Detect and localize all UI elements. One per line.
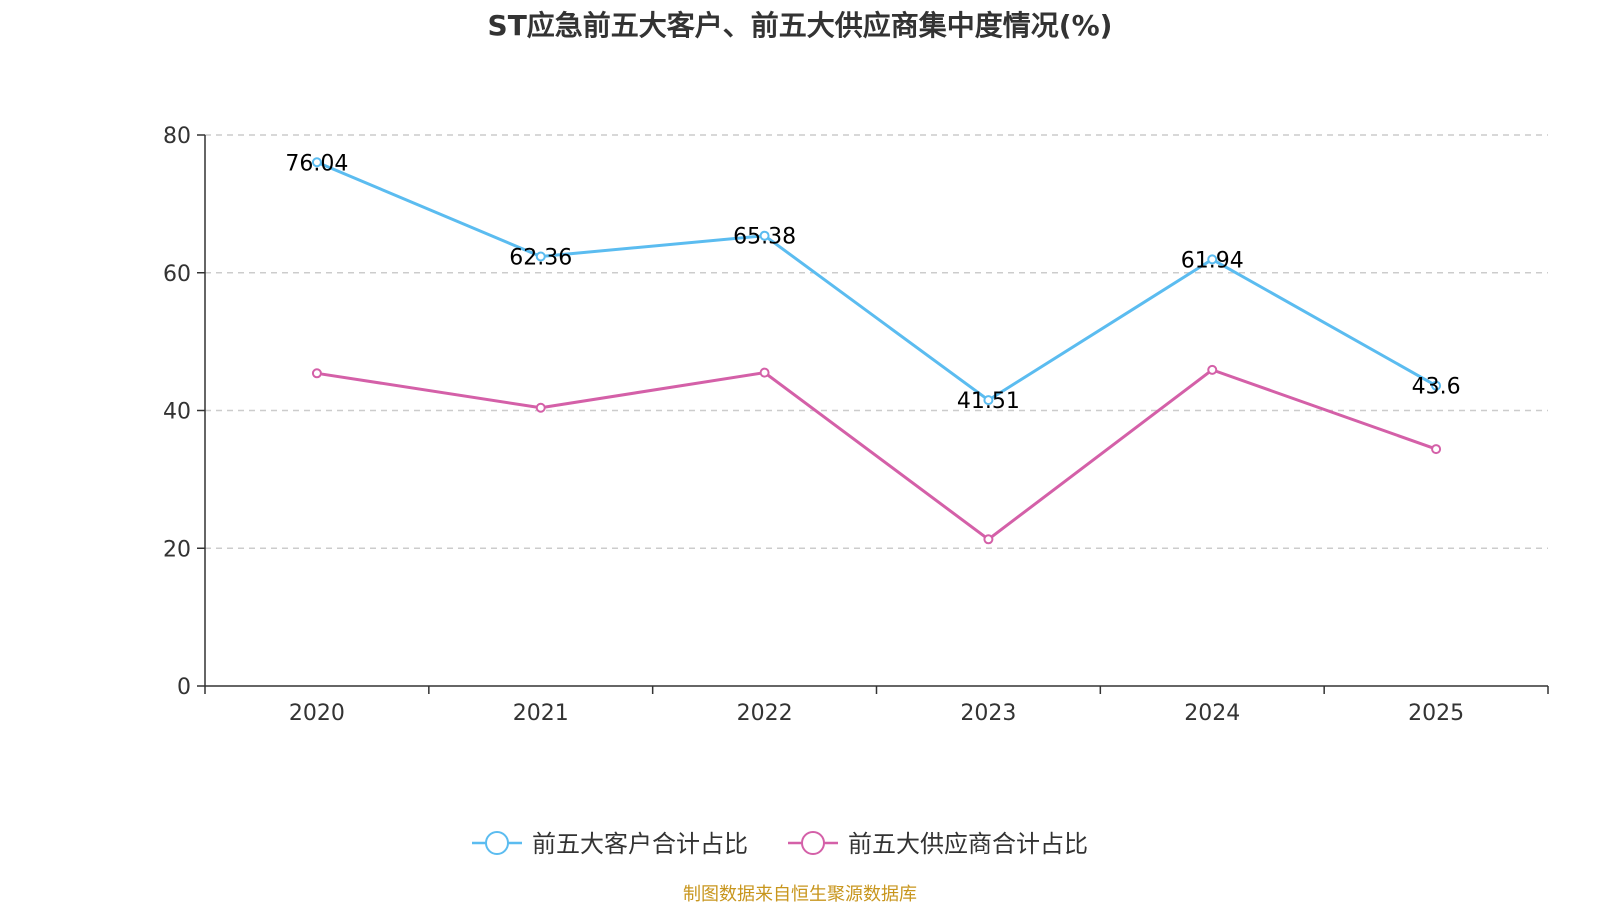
data-label: 76.04 — [285, 151, 348, 176]
y-tick-label: 0 — [177, 675, 191, 700]
data-point — [759, 230, 770, 241]
data-point — [535, 402, 546, 413]
data-point — [983, 534, 994, 545]
data-point — [1207, 254, 1218, 265]
y-tick-label: 20 — [163, 537, 191, 562]
series-points — [311, 157, 1442, 545]
data-label: 43.6 — [1412, 375, 1461, 400]
data-label: 41.51 — [957, 389, 1020, 414]
series-lines — [316, 160, 1437, 541]
series-line — [316, 368, 1437, 541]
y-tick-label: 40 — [163, 400, 191, 425]
data-label: 62.36 — [509, 245, 572, 270]
x-ticks: 2020 2021 2022 2023 2024 2025 — [204, 686, 1549, 726]
data-labels: 76.04 62.36 65.38 41.51 61.94 43.6 — [285, 151, 1460, 414]
legend-item: 前五大客户合计占比 — [472, 830, 748, 858]
data-point — [311, 157, 322, 168]
legend: 前五大客户合计占比 前五大供应商合计占比 — [472, 830, 1088, 858]
y-tick-label: 60 — [163, 262, 191, 287]
x-tick-label: 2021 — [513, 701, 569, 726]
x-tick-label: 2023 — [960, 701, 1016, 726]
data-point — [983, 395, 994, 406]
data-point — [1207, 364, 1218, 375]
data-label: 65.38 — [733, 225, 796, 250]
x-tick-label: 2022 — [737, 701, 793, 726]
grid-lines — [205, 134, 1548, 549]
data-point — [311, 368, 322, 379]
x-tick-label: 2025 — [1408, 701, 1464, 726]
x-tick-label: 2020 — [289, 701, 345, 726]
legend-marker-icon — [801, 831, 825, 855]
data-point — [1431, 444, 1442, 455]
x-tick-label: 2024 — [1184, 701, 1240, 726]
legend-label: 前五大供应商合计占比 — [848, 830, 1088, 858]
legend-marker-icon — [485, 831, 509, 855]
chart-title: ST应急前五大客户、前五大供应商集中度情况(%) — [487, 9, 1113, 42]
data-point — [535, 251, 546, 262]
data-point — [759, 367, 770, 378]
source-note: 制图数据来自恒生聚源数据库 — [683, 884, 917, 905]
legend-label: 前五大客户合计占比 — [532, 830, 748, 858]
y-tick-label: 80 — [163, 124, 191, 149]
y-ticks: 0 20 40 60 80 — [163, 124, 205, 700]
legend-item: 前五大供应商合计占比 — [788, 830, 1088, 858]
series-line — [316, 160, 1437, 402]
data-point — [1431, 380, 1442, 391]
data-label: 61.94 — [1181, 248, 1244, 273]
